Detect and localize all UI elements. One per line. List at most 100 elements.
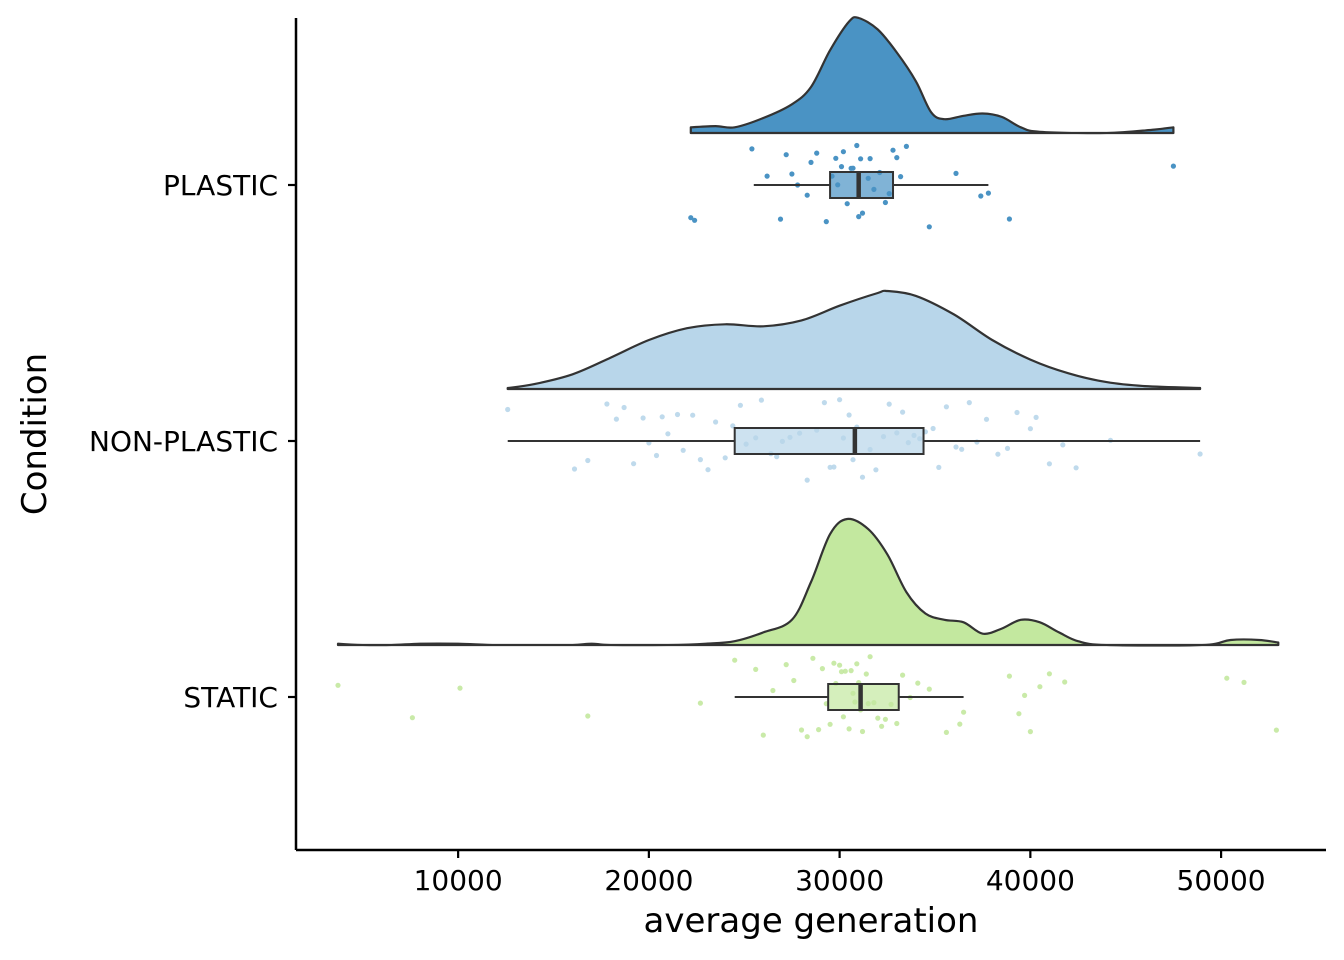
data-point bbox=[894, 720, 900, 727]
data-point bbox=[1027, 426, 1033, 432]
data-point bbox=[804, 734, 810, 740]
data-point bbox=[722, 455, 728, 461]
data-point bbox=[846, 726, 852, 732]
data-point bbox=[1062, 679, 1068, 685]
data-point bbox=[823, 219, 829, 225]
data-point bbox=[900, 672, 906, 678]
data-point bbox=[833, 155, 839, 161]
data-point bbox=[827, 464, 833, 470]
x-tick-label: 20000 bbox=[604, 864, 693, 897]
data-point bbox=[774, 454, 780, 460]
data-point bbox=[621, 404, 627, 411]
density-non-plastic bbox=[506, 289, 1202, 391]
data-point bbox=[783, 152, 789, 158]
series-plastic bbox=[688, 16, 1176, 230]
data-point bbox=[930, 425, 936, 432]
data-point bbox=[879, 723, 885, 729]
data-point bbox=[858, 156, 864, 162]
data-point bbox=[1273, 727, 1279, 733]
axes: PLASTIC NON-PLASTIC STATIC 10000 20000 30000 4… bbox=[89, 18, 1326, 897]
x-tick-label: 50000 bbox=[1177, 864, 1266, 897]
data-point bbox=[985, 190, 992, 196]
data-point bbox=[936, 464, 942, 470]
data-point bbox=[705, 467, 711, 473]
data-point bbox=[854, 661, 860, 667]
data-point bbox=[791, 677, 797, 684]
data-point bbox=[665, 431, 671, 437]
data-point bbox=[848, 668, 854, 674]
data-point bbox=[335, 682, 341, 688]
data-point bbox=[814, 150, 820, 156]
y-tick-label: STATIC bbox=[183, 681, 278, 714]
data-point bbox=[732, 657, 738, 663]
data-point bbox=[1046, 461, 1052, 467]
data-point bbox=[764, 173, 770, 179]
data-point bbox=[840, 149, 847, 155]
data-point bbox=[690, 412, 696, 418]
data-point bbox=[943, 404, 950, 410]
data-point bbox=[753, 666, 759, 673]
data-point bbox=[859, 474, 866, 480]
data-point bbox=[842, 668, 848, 674]
data-point bbox=[840, 714, 847, 720]
data-point bbox=[680, 447, 686, 453]
data-point bbox=[827, 721, 833, 727]
box-plastic bbox=[829, 171, 895, 199]
data-point bbox=[943, 729, 950, 736]
data-point bbox=[1170, 163, 1176, 169]
data-point bbox=[854, 142, 860, 149]
data-point bbox=[837, 397, 843, 403]
data-point bbox=[859, 728, 866, 735]
data-point bbox=[631, 461, 637, 467]
series-non-plastic bbox=[505, 289, 1203, 483]
data-point bbox=[770, 687, 776, 694]
data-point bbox=[1241, 679, 1247, 686]
data-point bbox=[886, 401, 892, 407]
plot-area bbox=[335, 16, 1280, 740]
x-tick-label: 30000 bbox=[795, 864, 884, 897]
data-point bbox=[758, 397, 765, 403]
density-plastic bbox=[689, 16, 1175, 135]
data-point bbox=[1060, 442, 1066, 448]
data-point bbox=[789, 171, 795, 177]
data-point bbox=[873, 467, 879, 473]
data-point bbox=[837, 662, 843, 668]
data-point bbox=[995, 451, 1001, 457]
data-point bbox=[1073, 465, 1079, 471]
data-point bbox=[867, 156, 873, 162]
data-point bbox=[959, 446, 965, 452]
data-point bbox=[674, 411, 681, 418]
data-point bbox=[640, 415, 646, 421]
box-non-plastic bbox=[733, 427, 925, 455]
data-point bbox=[585, 457, 591, 464]
data-point bbox=[856, 214, 862, 220]
data-point bbox=[953, 444, 959, 450]
data-point bbox=[1004, 445, 1011, 451]
data-point bbox=[1224, 675, 1230, 681]
data-point bbox=[953, 170, 959, 176]
data-point bbox=[697, 700, 704, 706]
data-point bbox=[894, 155, 900, 161]
data-point bbox=[903, 143, 910, 149]
data-point bbox=[653, 452, 660, 459]
data-point bbox=[867, 654, 873, 660]
data-point bbox=[821, 400, 828, 406]
data-point bbox=[613, 416, 620, 422]
data-point bbox=[846, 412, 852, 418]
data-point bbox=[585, 713, 591, 719]
data-point bbox=[804, 192, 810, 198]
data-point bbox=[819, 666, 826, 672]
data-point bbox=[749, 146, 755, 152]
data-point bbox=[961, 709, 967, 715]
density-static bbox=[336, 517, 1280, 647]
data-point bbox=[983, 416, 990, 422]
data-point bbox=[505, 406, 511, 413]
data-point bbox=[838, 164, 845, 170]
box-static bbox=[827, 683, 900, 711]
data-point bbox=[1006, 673, 1013, 679]
data-point bbox=[737, 402, 744, 408]
data-point bbox=[804, 477, 810, 483]
data-point bbox=[1033, 414, 1039, 420]
data-point bbox=[1046, 671, 1052, 677]
data-point bbox=[760, 732, 766, 738]
